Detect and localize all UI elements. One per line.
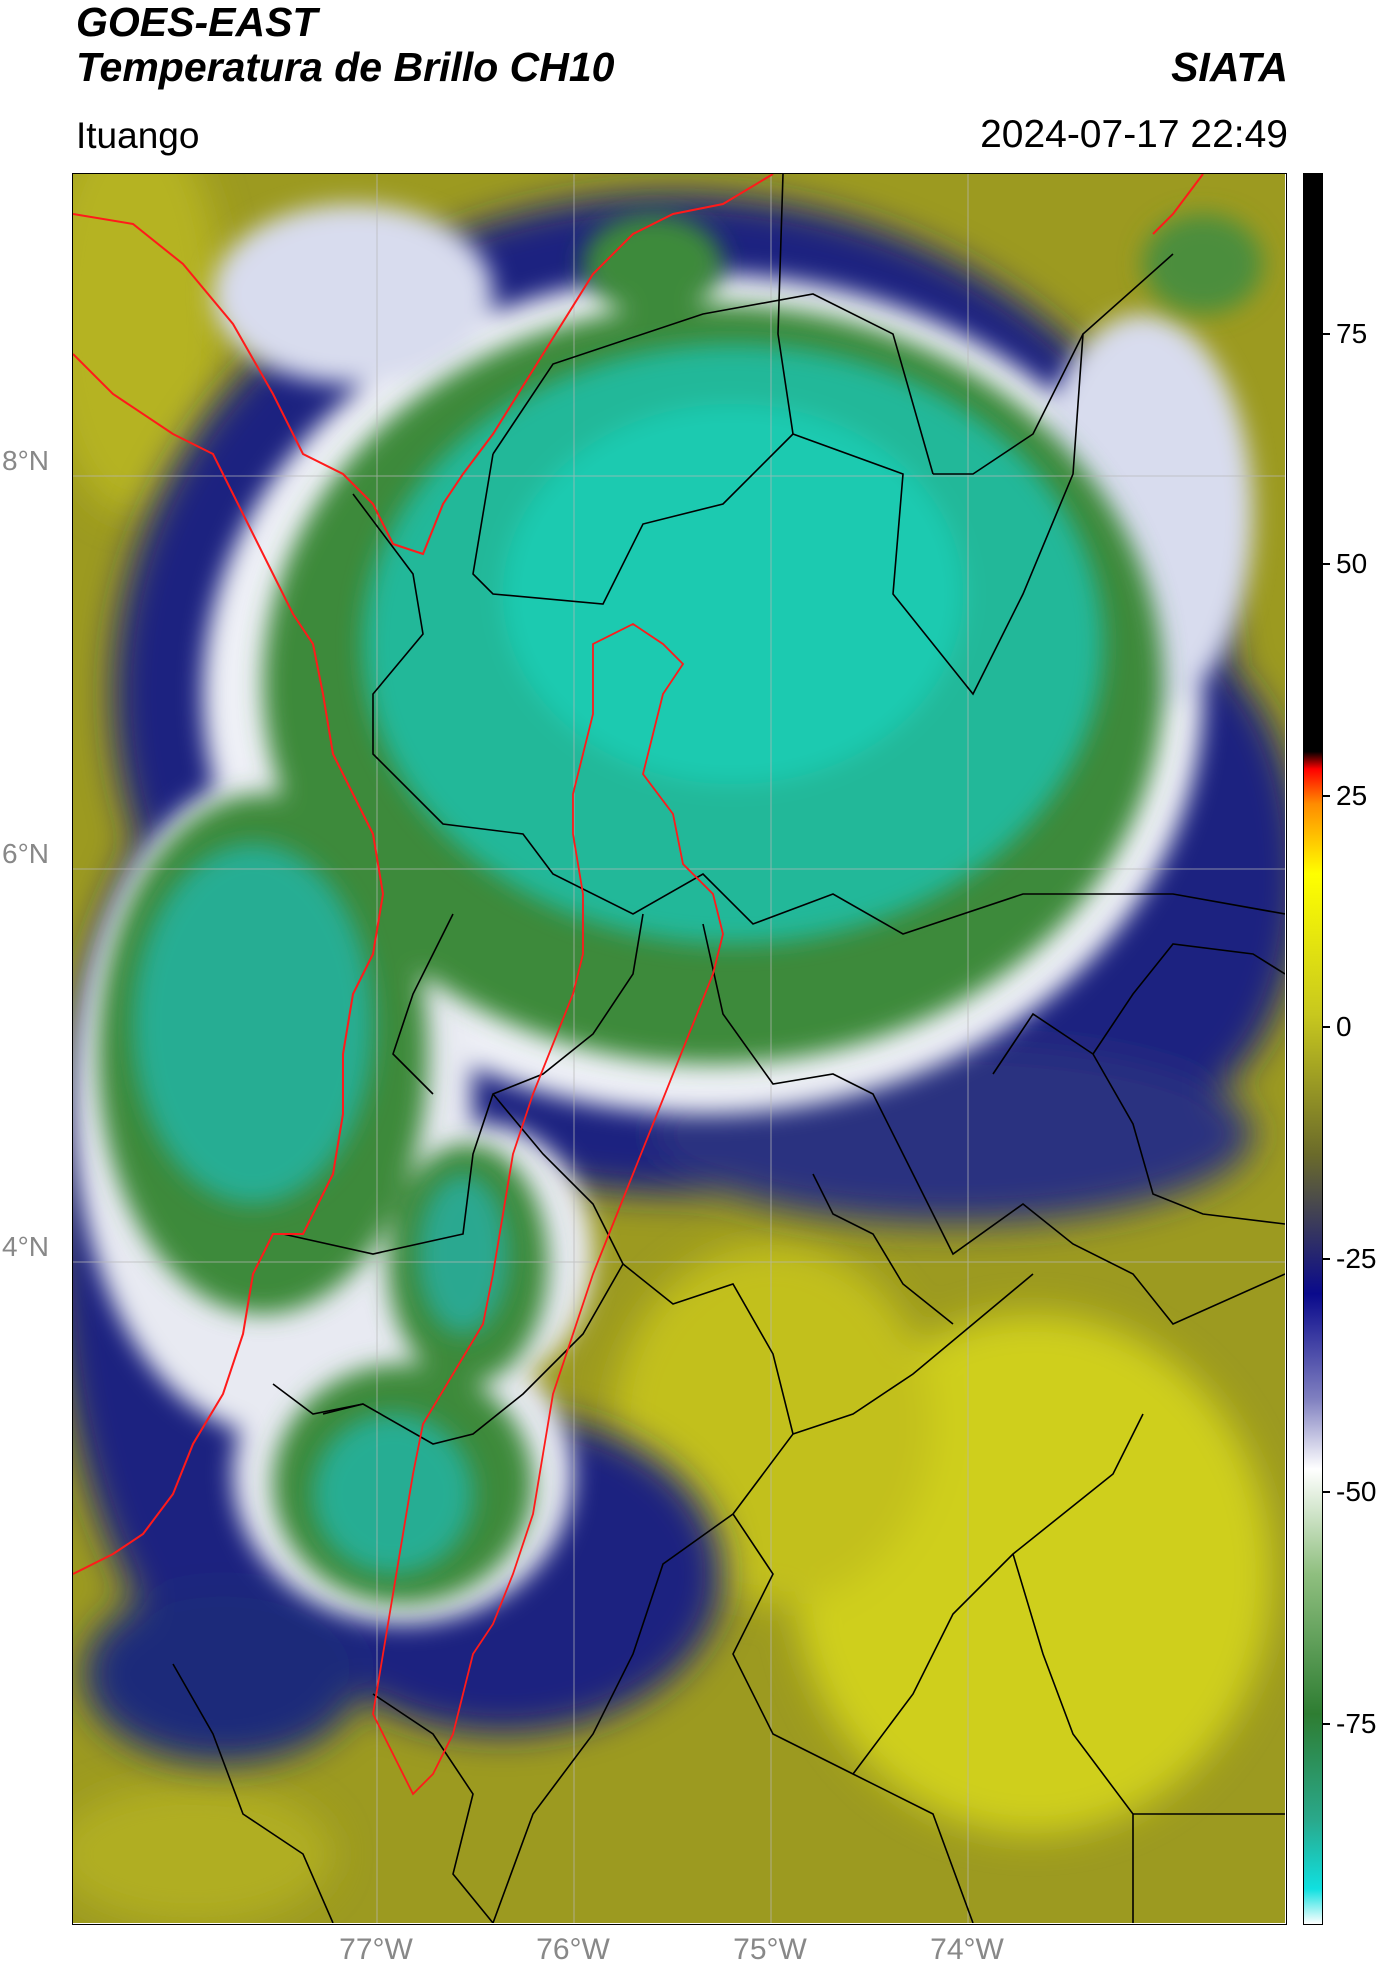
yellow-regions	[73, 174, 1273, 1923]
lon-label-74w: 74°W	[930, 1933, 1004, 1966]
lat-label-8n: 8°N	[2, 445, 49, 476]
cold-cloud-core	[133, 344, 1103, 1574]
colorbar-label-50: 50	[1336, 548, 1368, 579]
admin-borders	[172, 174, 1285, 1923]
title-satellite: GOES-EAST	[76, 0, 318, 45]
colorbar-tick	[1323, 563, 1330, 565]
colorbar-label-neg75: -75	[1336, 1708, 1377, 1739]
colorbar-legend	[1303, 173, 1323, 1925]
lon-label-76w: 76°W	[536, 1933, 610, 1966]
colorbar-label-0: 0	[1336, 1011, 1352, 1042]
colorbar-tick	[1323, 1491, 1330, 1493]
colorbar-tick	[1323, 795, 1330, 797]
lon-label-77w: 77°W	[339, 1933, 413, 1966]
colorbar-tick	[1323, 333, 1330, 335]
title-product: Temperatura de Brillo CH10	[76, 44, 615, 90]
satellite-imagery	[73, 174, 1285, 1923]
colorbar-tick	[1323, 1258, 1330, 1260]
colorbar-tick	[1323, 1723, 1330, 1725]
lat-label-6n: 6°N	[2, 838, 49, 869]
lat-label-4n: 4°N	[2, 1231, 49, 1262]
colorbar-label-neg50: -50	[1336, 1476, 1377, 1507]
region-label: Ituango	[76, 115, 200, 156]
graticule-grid	[73, 174, 1285, 1923]
country-border	[73, 174, 1204, 1575]
colorbar-label-75: 75	[1336, 318, 1368, 349]
satellite-map[interactable]	[72, 173, 1287, 1925]
watershed-outline	[372, 622, 724, 1796]
colorbar-label-25: 25	[1336, 780, 1368, 811]
brand-label: SIATA	[1171, 44, 1288, 90]
colorbar-label-neg25: -25	[1336, 1243, 1377, 1274]
colorbar-tick	[1323, 1026, 1330, 1028]
lon-label-75w: 75°W	[733, 1933, 807, 1966]
timestamp-label: 2024-07-17 22:49	[980, 113, 1288, 156]
